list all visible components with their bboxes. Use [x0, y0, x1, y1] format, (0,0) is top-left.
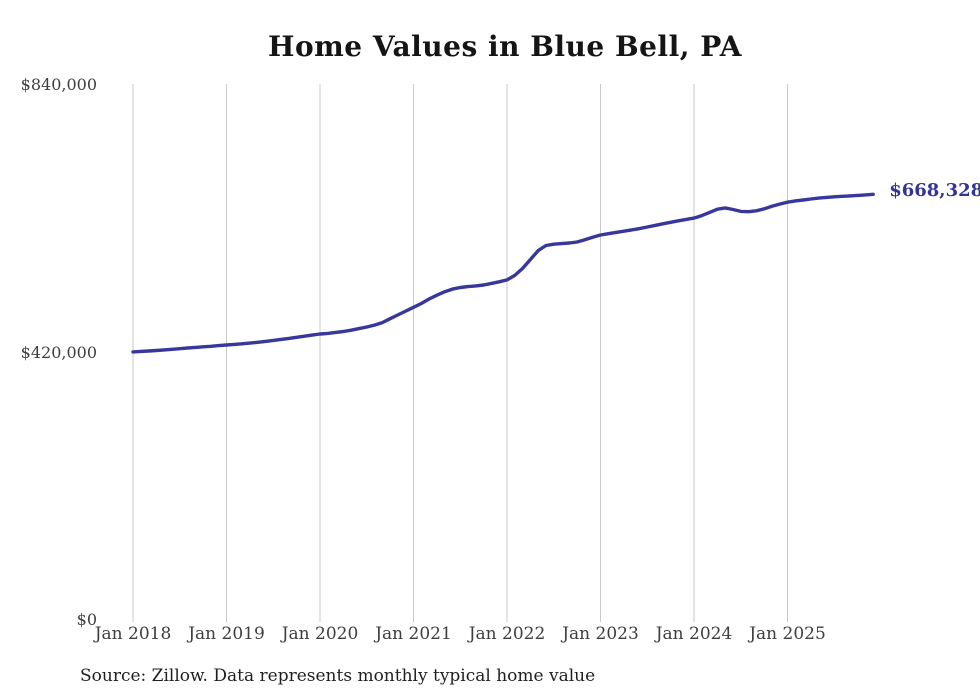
x-axis-tick-label: Jan 2024	[655, 624, 733, 644]
x-axis-tick-label: Jan 2023	[562, 624, 639, 644]
y-axis-tick-label: $0	[76, 610, 97, 629]
y-axis-tick-label: $840,000	[20, 75, 97, 94]
source-note: Source: Zillow. Data represents monthly …	[80, 666, 596, 686]
x-axis-tick-label: Jan 2019	[188, 624, 265, 644]
home-value-line	[131, 192, 875, 354]
x-axis-tick-label: Jan 2022	[468, 624, 546, 644]
gridline-group	[132, 84, 788, 622]
x-axis-tick-label: Jan 2020	[281, 624, 359, 644]
series-group	[131, 192, 875, 354]
chart-title: Home Values in Blue Bell, PA	[268, 30, 742, 63]
x-axis-tick-label: Jan 2021	[375, 624, 452, 644]
latest-value-label: $668,328	[889, 180, 980, 202]
x-axis-tick-label: Jan 2018	[94, 624, 172, 644]
x-axis-tick-label: Jan 2025	[749, 624, 826, 644]
y-axis-tick-label: $420,000	[20, 342, 97, 362]
